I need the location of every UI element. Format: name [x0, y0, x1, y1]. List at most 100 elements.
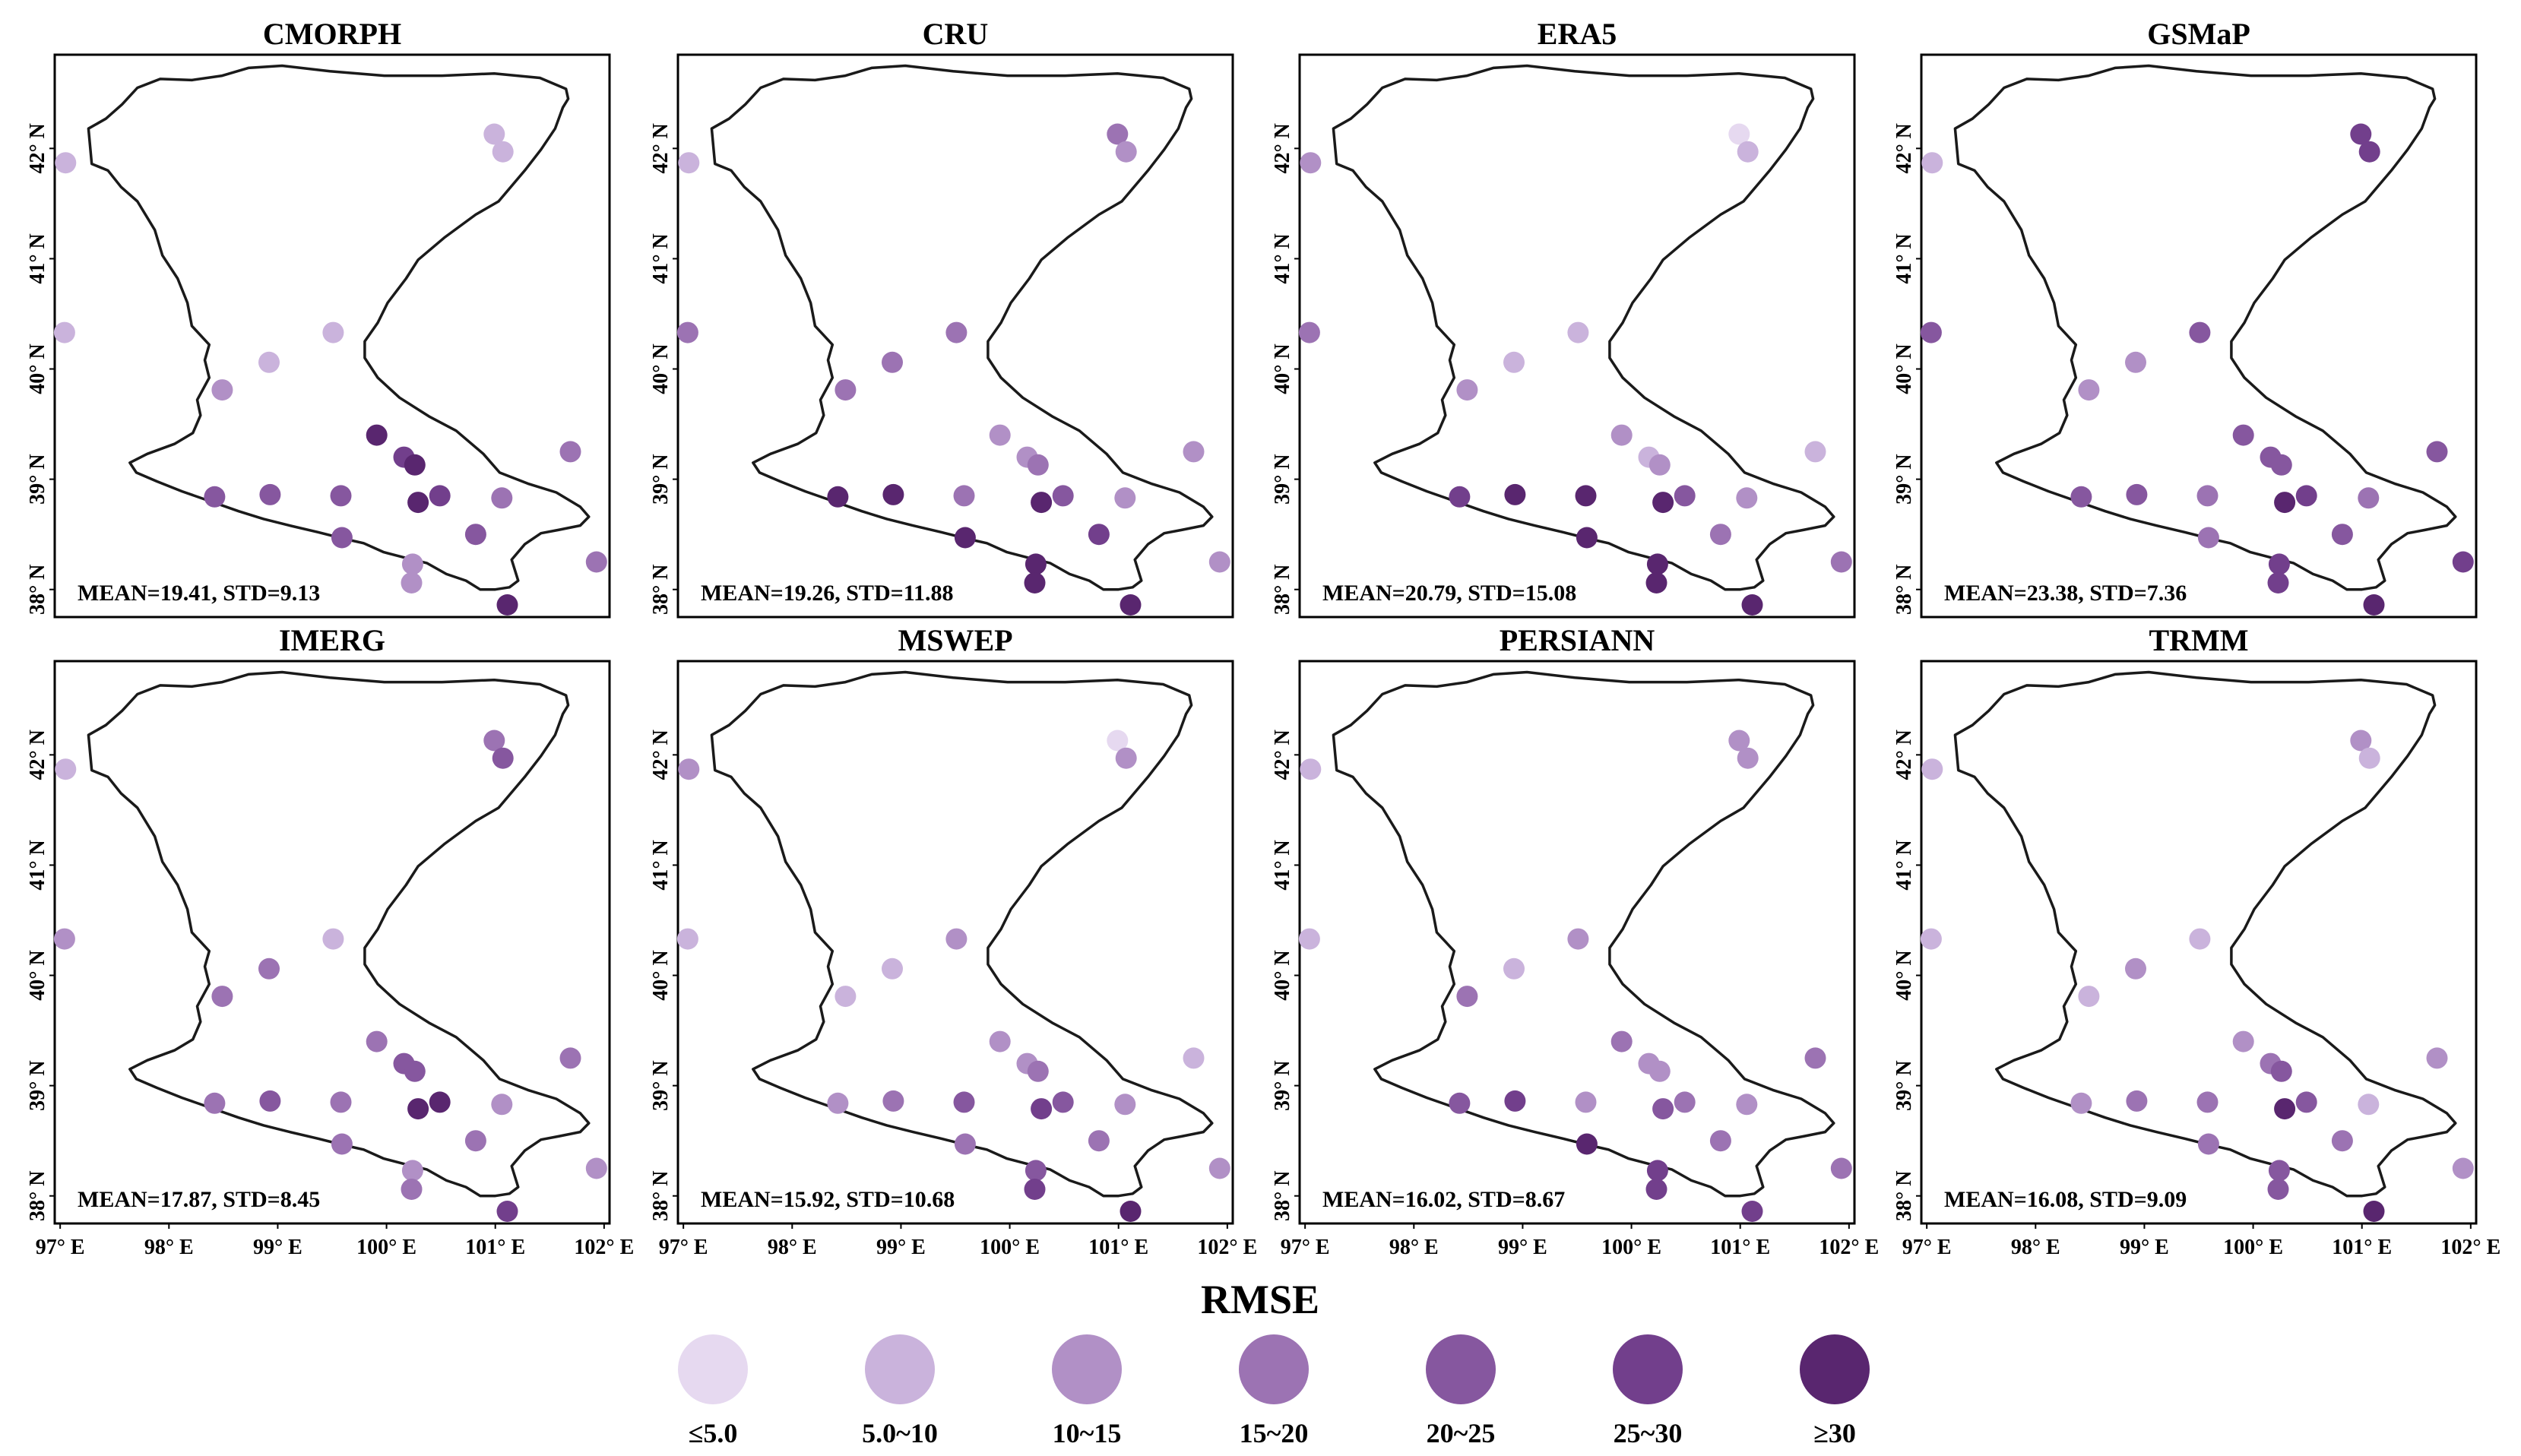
station-point: [1804, 441, 1826, 463]
lat-tick-label: 40° N: [1271, 950, 1294, 1000]
station-point: [1736, 1094, 1758, 1116]
station-point: [1576, 527, 1598, 549]
station-point: [1114, 487, 1136, 509]
station-point: [2232, 1030, 2254, 1052]
station-point: [492, 747, 514, 769]
lat-tick-label: 38° N: [26, 565, 49, 615]
lat-tick-label: 41° N: [649, 233, 673, 283]
station-point: [559, 1047, 581, 1069]
station-point: [204, 486, 226, 508]
station-point: [1736, 487, 1758, 509]
station-point: [401, 572, 423, 593]
station-point: [2267, 572, 2289, 593]
station-point: [1456, 986, 1478, 1008]
legend-item-6: 25~30: [1613, 1334, 1683, 1448]
station-point: [2070, 486, 2092, 508]
station-point: [882, 1090, 904, 1112]
station-point: [2232, 424, 2254, 446]
station-point: [1804, 1047, 1826, 1069]
station-point: [1449, 1092, 1471, 1114]
panel-title: IMERG: [279, 623, 385, 657]
lat-tick-label: 41° N: [1892, 233, 1916, 283]
lon-tick-label: 99° E: [2120, 1236, 2169, 1259]
station-point: [330, 485, 352, 507]
station-point: [259, 483, 281, 505]
station-point: [2350, 730, 2372, 752]
panel-title: GSMaP: [2147, 17, 2250, 51]
station-point: [1830, 1157, 1852, 1179]
lat-tick-label: 42° N: [1271, 730, 1294, 780]
panel-title: MSWEP: [898, 623, 1012, 657]
lat-tick-label: 38° N: [649, 1171, 673, 1221]
stat-summary: MEAN=19.26, STD=11.88: [701, 581, 954, 606]
station-point: [827, 486, 849, 508]
station-point: [1183, 441, 1205, 463]
map-panel-imerg: IMERG MEAN=17.87, STD=8.45 38° N 39° N 40° N…: [26, 623, 611, 1225]
station-point: [259, 1090, 281, 1112]
station-point: [1652, 1098, 1674, 1120]
station-point: [322, 321, 344, 343]
lat-tick-label: 41° N: [26, 840, 49, 890]
station-point: [53, 928, 75, 950]
station-point: [2189, 321, 2211, 343]
station-point: [2270, 454, 2292, 476]
station-point: [492, 141, 514, 163]
lat-tick-label: 38° N: [26, 1171, 49, 1221]
station-point: [1921, 758, 1943, 780]
lon-tick-label: 97° E: [1281, 1236, 1330, 1259]
legend-item-1: ≤5.0: [678, 1334, 748, 1448]
legend-item-7: ≥30: [1800, 1334, 1870, 1448]
station-point: [1830, 551, 1852, 573]
region-boundary: [1953, 670, 2457, 1198]
station-point: [1575, 485, 1597, 507]
station-point: [2363, 594, 2385, 616]
station-point: [2295, 485, 2317, 507]
station-point: [366, 1030, 388, 1052]
station-point: [2197, 1133, 2219, 1155]
map-panels: CMORPH MEAN=19.41, STD=9.13 38° N 39° N 40° …: [26, 17, 2478, 1225]
station-point: [1674, 485, 1696, 507]
station-point: [1107, 730, 1129, 752]
station-point: [1208, 551, 1230, 573]
station-point: [1456, 379, 1478, 401]
rmse-legend: RMSE ≤5.0 5.0~10 10~15 15~20 20~25 25~30 ≥30: [678, 1277, 1870, 1448]
panel-title: TRMM: [2149, 623, 2248, 657]
station-point: [1741, 1201, 1763, 1222]
station-point: [464, 1130, 486, 1152]
region-boundary: [87, 670, 591, 1198]
map-panel-cmorph: CMORPH MEAN=19.41, STD=9.13 38° N 39° N 40° …: [26, 17, 611, 619]
station-point: [1709, 1130, 1731, 1152]
station-point: [366, 424, 388, 446]
station-point: [2295, 1091, 2317, 1113]
lat-tick-label: 38° N: [1892, 1171, 1916, 1221]
legend-item-4: 15~20: [1239, 1334, 1309, 1448]
station-point: [2126, 1090, 2148, 1112]
legend-label: 15~20: [1240, 1418, 1309, 1448]
lon-tick-label: 101° E: [465, 1236, 525, 1259]
legend-swatch: [1800, 1334, 1870, 1404]
station-point: [1052, 485, 1074, 507]
lat-tick-label: 42° N: [649, 123, 673, 173]
station-point: [1920, 321, 1942, 343]
station-point: [1921, 152, 1943, 174]
region-boundary: [87, 64, 591, 591]
lon-tick-label: 102° E: [574, 1236, 634, 1259]
map-panel-era5: ERA5 MEAN=20.79, STD=15.08 38° N 39° N 40° N…: [1271, 17, 1856, 619]
panel-title: CRU: [923, 17, 989, 51]
lat-tick-label: 39° N: [26, 1060, 49, 1110]
station-point: [1027, 1060, 1049, 1082]
station-point: [53, 321, 75, 343]
stat-summary: MEAN=15.92, STD=10.68: [701, 1187, 955, 1212]
stat-summary: MEAN=16.08, STD=9.09: [1944, 1187, 2187, 1212]
station-point: [676, 321, 698, 343]
station-point: [483, 730, 505, 752]
legend-item-3: 10~15: [1052, 1334, 1122, 1448]
legend-title: RMSE: [1201, 1277, 1319, 1322]
station-point: [2358, 487, 2380, 509]
legend-label: 10~15: [1053, 1418, 1122, 1448]
station-point: [2426, 441, 2448, 463]
station-point: [1728, 730, 1750, 752]
lon-tick-label: 98° E: [144, 1236, 194, 1259]
station-point: [2267, 1179, 2289, 1200]
lat-tick-label: 40° N: [26, 950, 49, 1000]
